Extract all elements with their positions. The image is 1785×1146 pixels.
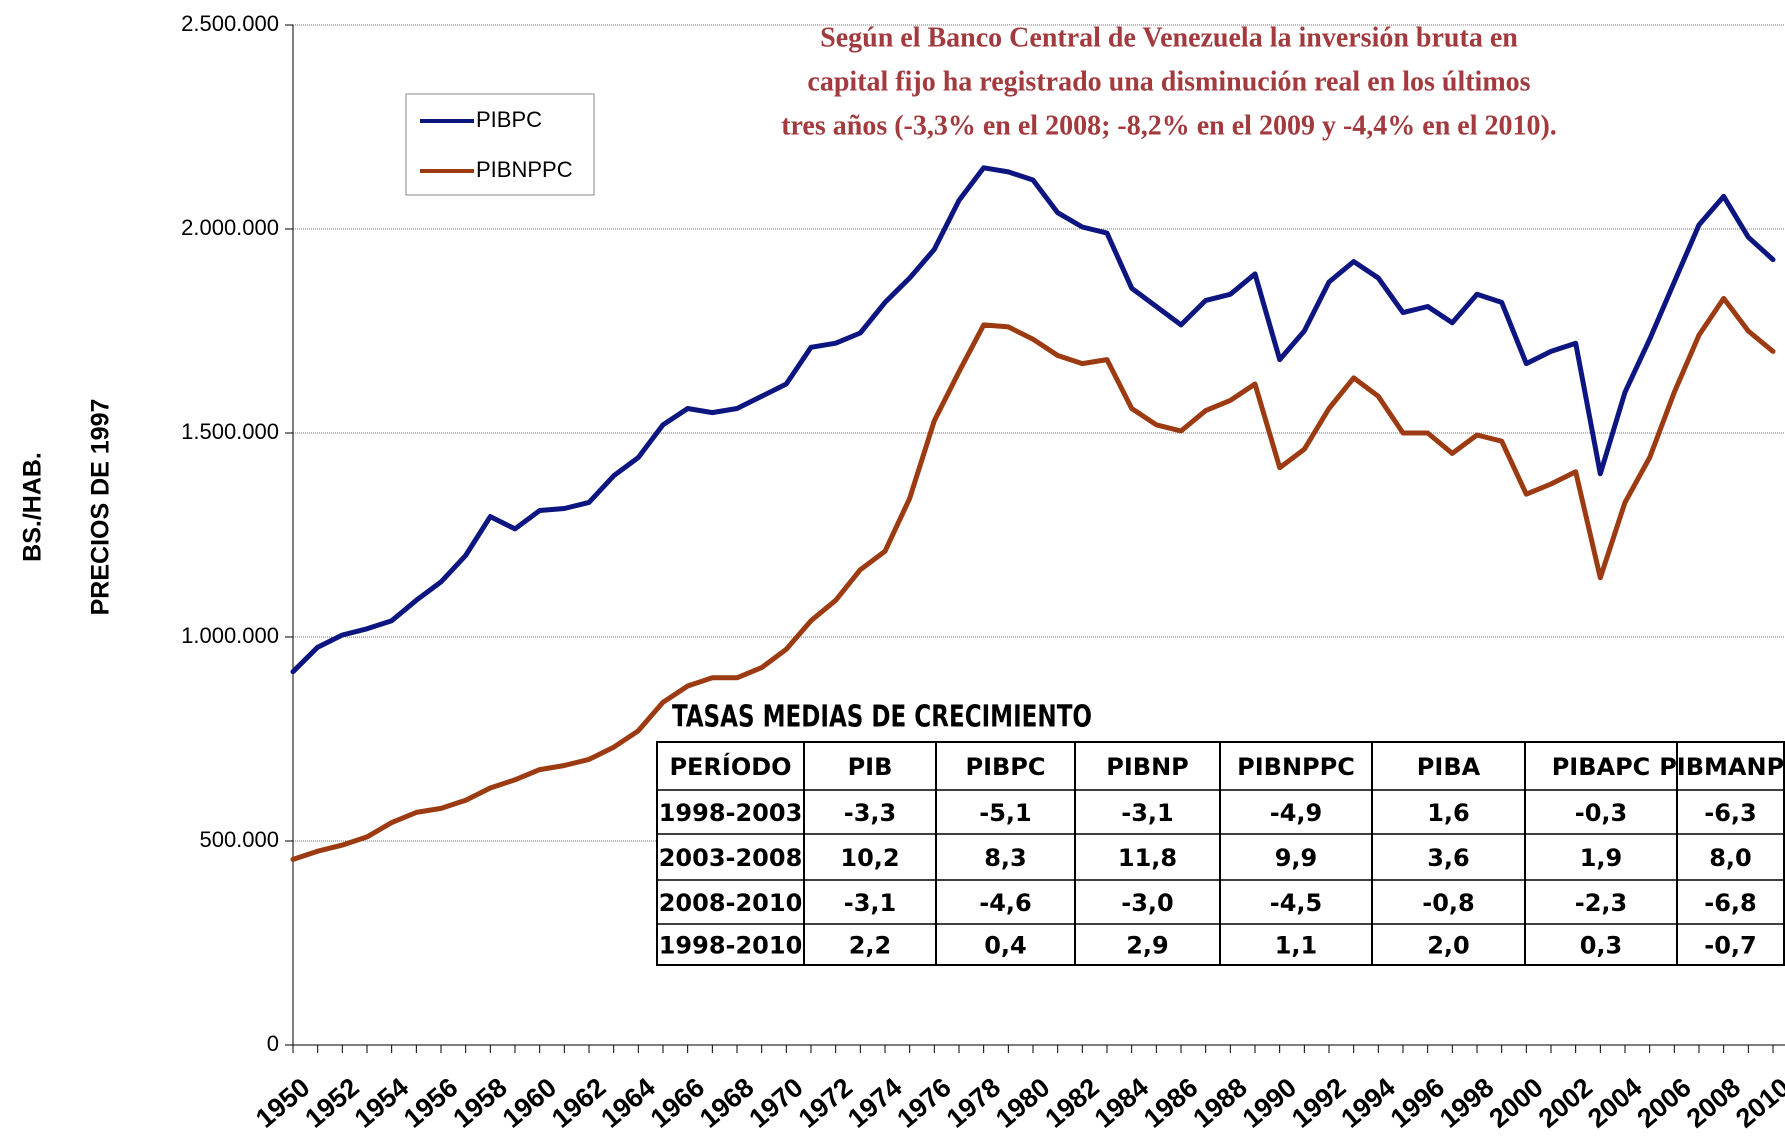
x-tick-label: 2004	[1582, 1072, 1647, 1134]
y-tick-label: 0	[267, 1031, 279, 1056]
table-cell: 11,8	[1118, 844, 1177, 872]
x-tick-label: 1978	[941, 1072, 1006, 1134]
y-axis-label: BS./HAB.	[19, 452, 47, 562]
x-tick-label: 1976	[891, 1072, 956, 1134]
table-cell: -3,3	[844, 799, 896, 827]
x-tick-label: 2000	[1483, 1072, 1548, 1134]
legend-label: PIBNPPC	[476, 157, 573, 182]
table-cell: 2,0	[1427, 932, 1470, 960]
table-cell: 3,6	[1427, 844, 1470, 872]
table-cell: -5,1	[979, 799, 1031, 827]
table-cell: 0,4	[984, 932, 1027, 960]
table-cell: 0,3	[1580, 932, 1623, 960]
table-cell: -4,6	[979, 889, 1031, 917]
table-cell: 10,2	[840, 844, 899, 872]
y-tick-label: 1.500.000	[181, 419, 279, 444]
x-tick-label: 1998	[1434, 1072, 1499, 1134]
y-tick-label: 2.500.000	[181, 11, 279, 36]
line-series	[290, 295, 1776, 862]
table-cell: 8,3	[984, 844, 1027, 872]
x-tick-label: 1972	[793, 1072, 858, 1134]
table-cell: 2003-2008	[659, 844, 803, 872]
table-header: PERÍODO	[669, 752, 791, 781]
table-cell: -0,7	[1704, 932, 1756, 960]
annotation: capital fijo ha registrado una disminuci…	[807, 66, 1530, 97]
x-tick-label: 1970	[743, 1072, 808, 1134]
x-tick-label: 1966	[645, 1072, 710, 1134]
table-header: PIBNPPC	[1237, 753, 1355, 781]
table-cell: 9,9	[1275, 844, 1318, 872]
table-cell: 1,6	[1427, 799, 1470, 827]
table-cell: -6,3	[1704, 799, 1756, 827]
table-cell: -4,5	[1270, 889, 1322, 917]
table-cell: -0,8	[1422, 889, 1474, 917]
x-tick-label: 1960	[497, 1072, 562, 1134]
table-cell: 1,1	[1275, 932, 1318, 960]
table-cell: 2,9	[1126, 932, 1169, 960]
table-cell: 1998-2010	[659, 932, 803, 960]
table-header: PIBAPC	[1552, 753, 1651, 781]
x-tick-label: 1986	[1138, 1072, 1203, 1134]
x-tick-label: 2006	[1631, 1072, 1696, 1134]
table-cell: -2,3	[1575, 889, 1627, 917]
table-header: PIBMANPC	[1659, 753, 1785, 781]
x-tick-label: 1950	[250, 1072, 315, 1134]
annotation: Según el Banco Central de Venezuela la i…	[820, 22, 1518, 53]
x-tick-label: 1952	[299, 1072, 364, 1134]
y-axis-label: PRECIOS DE 1997	[87, 399, 115, 616]
table-header: PIBNP	[1106, 753, 1189, 781]
line-series	[290, 165, 1776, 675]
x-tick-label: 1980	[990, 1072, 1055, 1134]
x-tick-label: 2002	[1533, 1072, 1598, 1134]
table-cell: 2008-2010	[659, 889, 803, 917]
table-cell: -3,0	[1121, 889, 1173, 917]
table-cell: -6,8	[1704, 889, 1756, 917]
x-tick-label: 1994	[1335, 1072, 1400, 1134]
x-tick-label: 2008	[1681, 1072, 1746, 1134]
x-tick-label: 1990	[1237, 1072, 1302, 1134]
y-tick-label: 2.000.000	[181, 215, 279, 240]
table-cell: -0,3	[1575, 799, 1627, 827]
x-tick-label: 2010	[1730, 1072, 1785, 1134]
x-tick-label: 1992	[1286, 1072, 1351, 1134]
x-tick-label: 1956	[398, 1072, 463, 1134]
table-header: PIBPC	[965, 753, 1045, 781]
legend-box	[405, 93, 595, 196]
x-tick-label: 1988	[1187, 1072, 1252, 1134]
table-cell: 1998-2003	[659, 799, 803, 827]
table-cell: 2,2	[849, 932, 892, 960]
table-cell: -3,1	[844, 889, 896, 917]
table-cell: -4,9	[1270, 799, 1322, 827]
table-title: TASAS MEDIAS DE CRECIMIENTO	[672, 700, 1092, 735]
table-cell: 1,9	[1580, 844, 1623, 872]
x-tick-label: 1996	[1385, 1072, 1450, 1134]
table-cell: -3,1	[1121, 799, 1173, 827]
table-header: PIBA	[1417, 753, 1481, 781]
x-tick-label: 1954	[349, 1072, 414, 1134]
x-tick-label: 1962	[546, 1072, 611, 1134]
x-tick-label: 1974	[842, 1072, 907, 1134]
legend-label: PIBPC	[476, 107, 542, 132]
x-tick-label: 1968	[694, 1072, 759, 1134]
table-cell: 8,0	[1709, 844, 1752, 872]
y-tick-label: 1.000.000	[181, 623, 279, 648]
y-tick-label: 500.000	[199, 827, 279, 852]
table-header: PIB	[848, 753, 893, 781]
x-tick-label: 1984	[1089, 1072, 1154, 1134]
x-tick-label: 1982	[1039, 1072, 1104, 1134]
annotation: tres años (-3,3% en el 2008; -8,2% en el…	[781, 110, 1557, 141]
x-tick-label: 1958	[447, 1072, 512, 1134]
x-tick-label: 1964	[595, 1072, 660, 1134]
